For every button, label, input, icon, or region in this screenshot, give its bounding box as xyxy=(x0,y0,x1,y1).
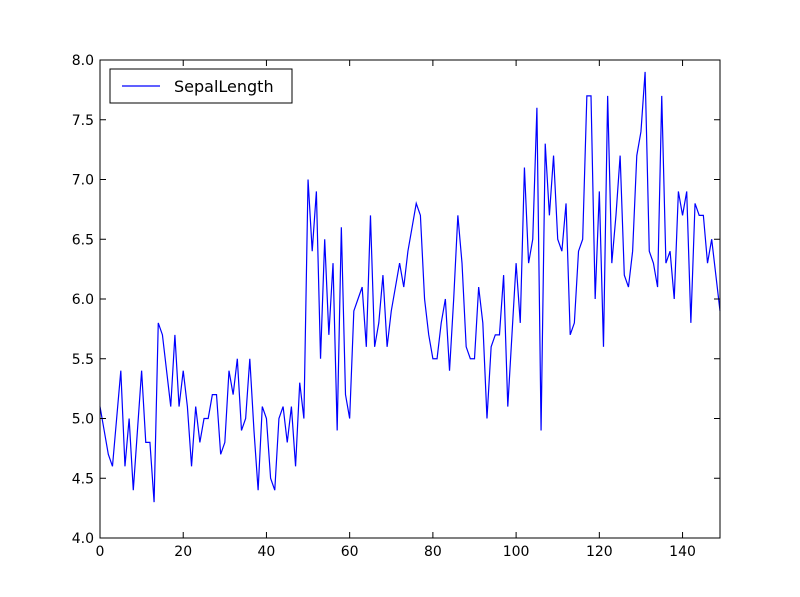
x-tick-label: 60 xyxy=(341,544,359,560)
y-tick-label: 5.5 xyxy=(72,352,94,368)
y-tick-label: 6.5 xyxy=(72,232,94,248)
series-line-sepallength xyxy=(99,71,721,503)
y-tick-label: 4.0 xyxy=(72,531,94,547)
x-tick-label: 140 xyxy=(669,544,696,560)
y-tick-label: 8.0 xyxy=(72,53,94,69)
y-tick-label: 7.0 xyxy=(72,173,94,189)
x-tick-label: 40 xyxy=(258,544,276,560)
x-tick-label: 120 xyxy=(586,544,613,560)
legend-label: SepalLength xyxy=(174,77,274,96)
plot-area xyxy=(99,71,721,503)
x-tick-label: 20 xyxy=(174,544,192,560)
y-tick-label: 6.0 xyxy=(72,292,94,308)
y-tick-label: 7.5 xyxy=(72,113,94,129)
x-tick-label: 0 xyxy=(96,544,105,560)
legend: SepalLength xyxy=(109,68,293,104)
x-tick-label: 80 xyxy=(424,544,442,560)
x-tick-label: 100 xyxy=(503,544,530,560)
y-tick-label: 4.5 xyxy=(72,471,94,487)
axes: 0 20 40 60 80 100 120 140 4.0 4.5 5.0 5.5 6.0 6.5 7.0 7… xyxy=(72,53,721,560)
y-tick-label: 5.0 xyxy=(72,412,94,428)
